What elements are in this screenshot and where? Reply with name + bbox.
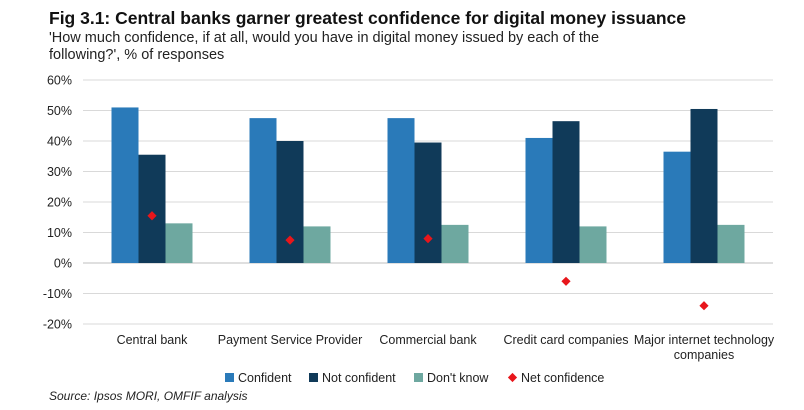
chart-subtitle: 'How much confidence, if at all, would y…: [49, 30, 600, 63]
net-confidence-marker: [561, 276, 571, 286]
y-tick-label: 50%: [47, 104, 72, 118]
legend-swatch: [309, 373, 318, 382]
bar-confident: [525, 137, 553, 263]
bar-don-t-know: [441, 224, 469, 263]
bar-don-t-know: [717, 224, 745, 263]
x-category-label: Central bank: [117, 333, 189, 347]
source-note: Source: Ipsos MORI, OMFIF analysis: [49, 389, 248, 403]
legend-label: Don't know: [427, 371, 489, 385]
bar-not-confident: [690, 108, 718, 263]
y-tick-label: 10%: [47, 226, 72, 240]
chart-title: Fig 3.1: Central banks garner greatest c…: [49, 8, 686, 28]
legend-label: Confident: [238, 371, 292, 385]
net-confidence-marker: [423, 234, 433, 244]
x-category-label: Credit card companies: [503, 333, 628, 347]
y-tick-label: 60%: [47, 74, 72, 88]
y-tick-label: 40%: [47, 135, 72, 149]
bar-don-t-know: [303, 226, 331, 263]
y-tick-label: 30%: [47, 165, 72, 179]
x-category-label: companies: [674, 348, 734, 362]
net-confidence-marker: [147, 211, 157, 221]
y-tick-label: 0%: [54, 257, 72, 271]
y-tick-label: 20%: [47, 196, 72, 210]
net-confidence-marker: [699, 301, 709, 311]
legend-swatch: [225, 373, 234, 382]
x-category-label: Payment Service Provider: [218, 333, 363, 347]
bar-confident: [111, 107, 139, 263]
y-tick-label: -10%: [43, 287, 72, 301]
bar-confident: [249, 118, 277, 263]
bar-confident: [387, 118, 415, 263]
y-tick-label: -20%: [43, 318, 72, 332]
bar-don-t-know: [165, 223, 193, 263]
legend-swatch: [414, 373, 423, 382]
legend-label: Not confident: [322, 371, 396, 385]
x-category-label: Major internet technology: [634, 333, 775, 347]
legend-marker: [507, 372, 518, 383]
bar-confident: [663, 151, 691, 263]
bar-not-confident: [552, 121, 580, 263]
x-category-label: Commercial bank: [379, 333, 477, 347]
bar-not-confident: [414, 142, 442, 263]
legend-label: Net confidence: [521, 371, 604, 385]
net-confidence-marker: [285, 235, 295, 245]
bar-not-confident: [138, 154, 166, 263]
bar-don-t-know: [579, 226, 607, 263]
